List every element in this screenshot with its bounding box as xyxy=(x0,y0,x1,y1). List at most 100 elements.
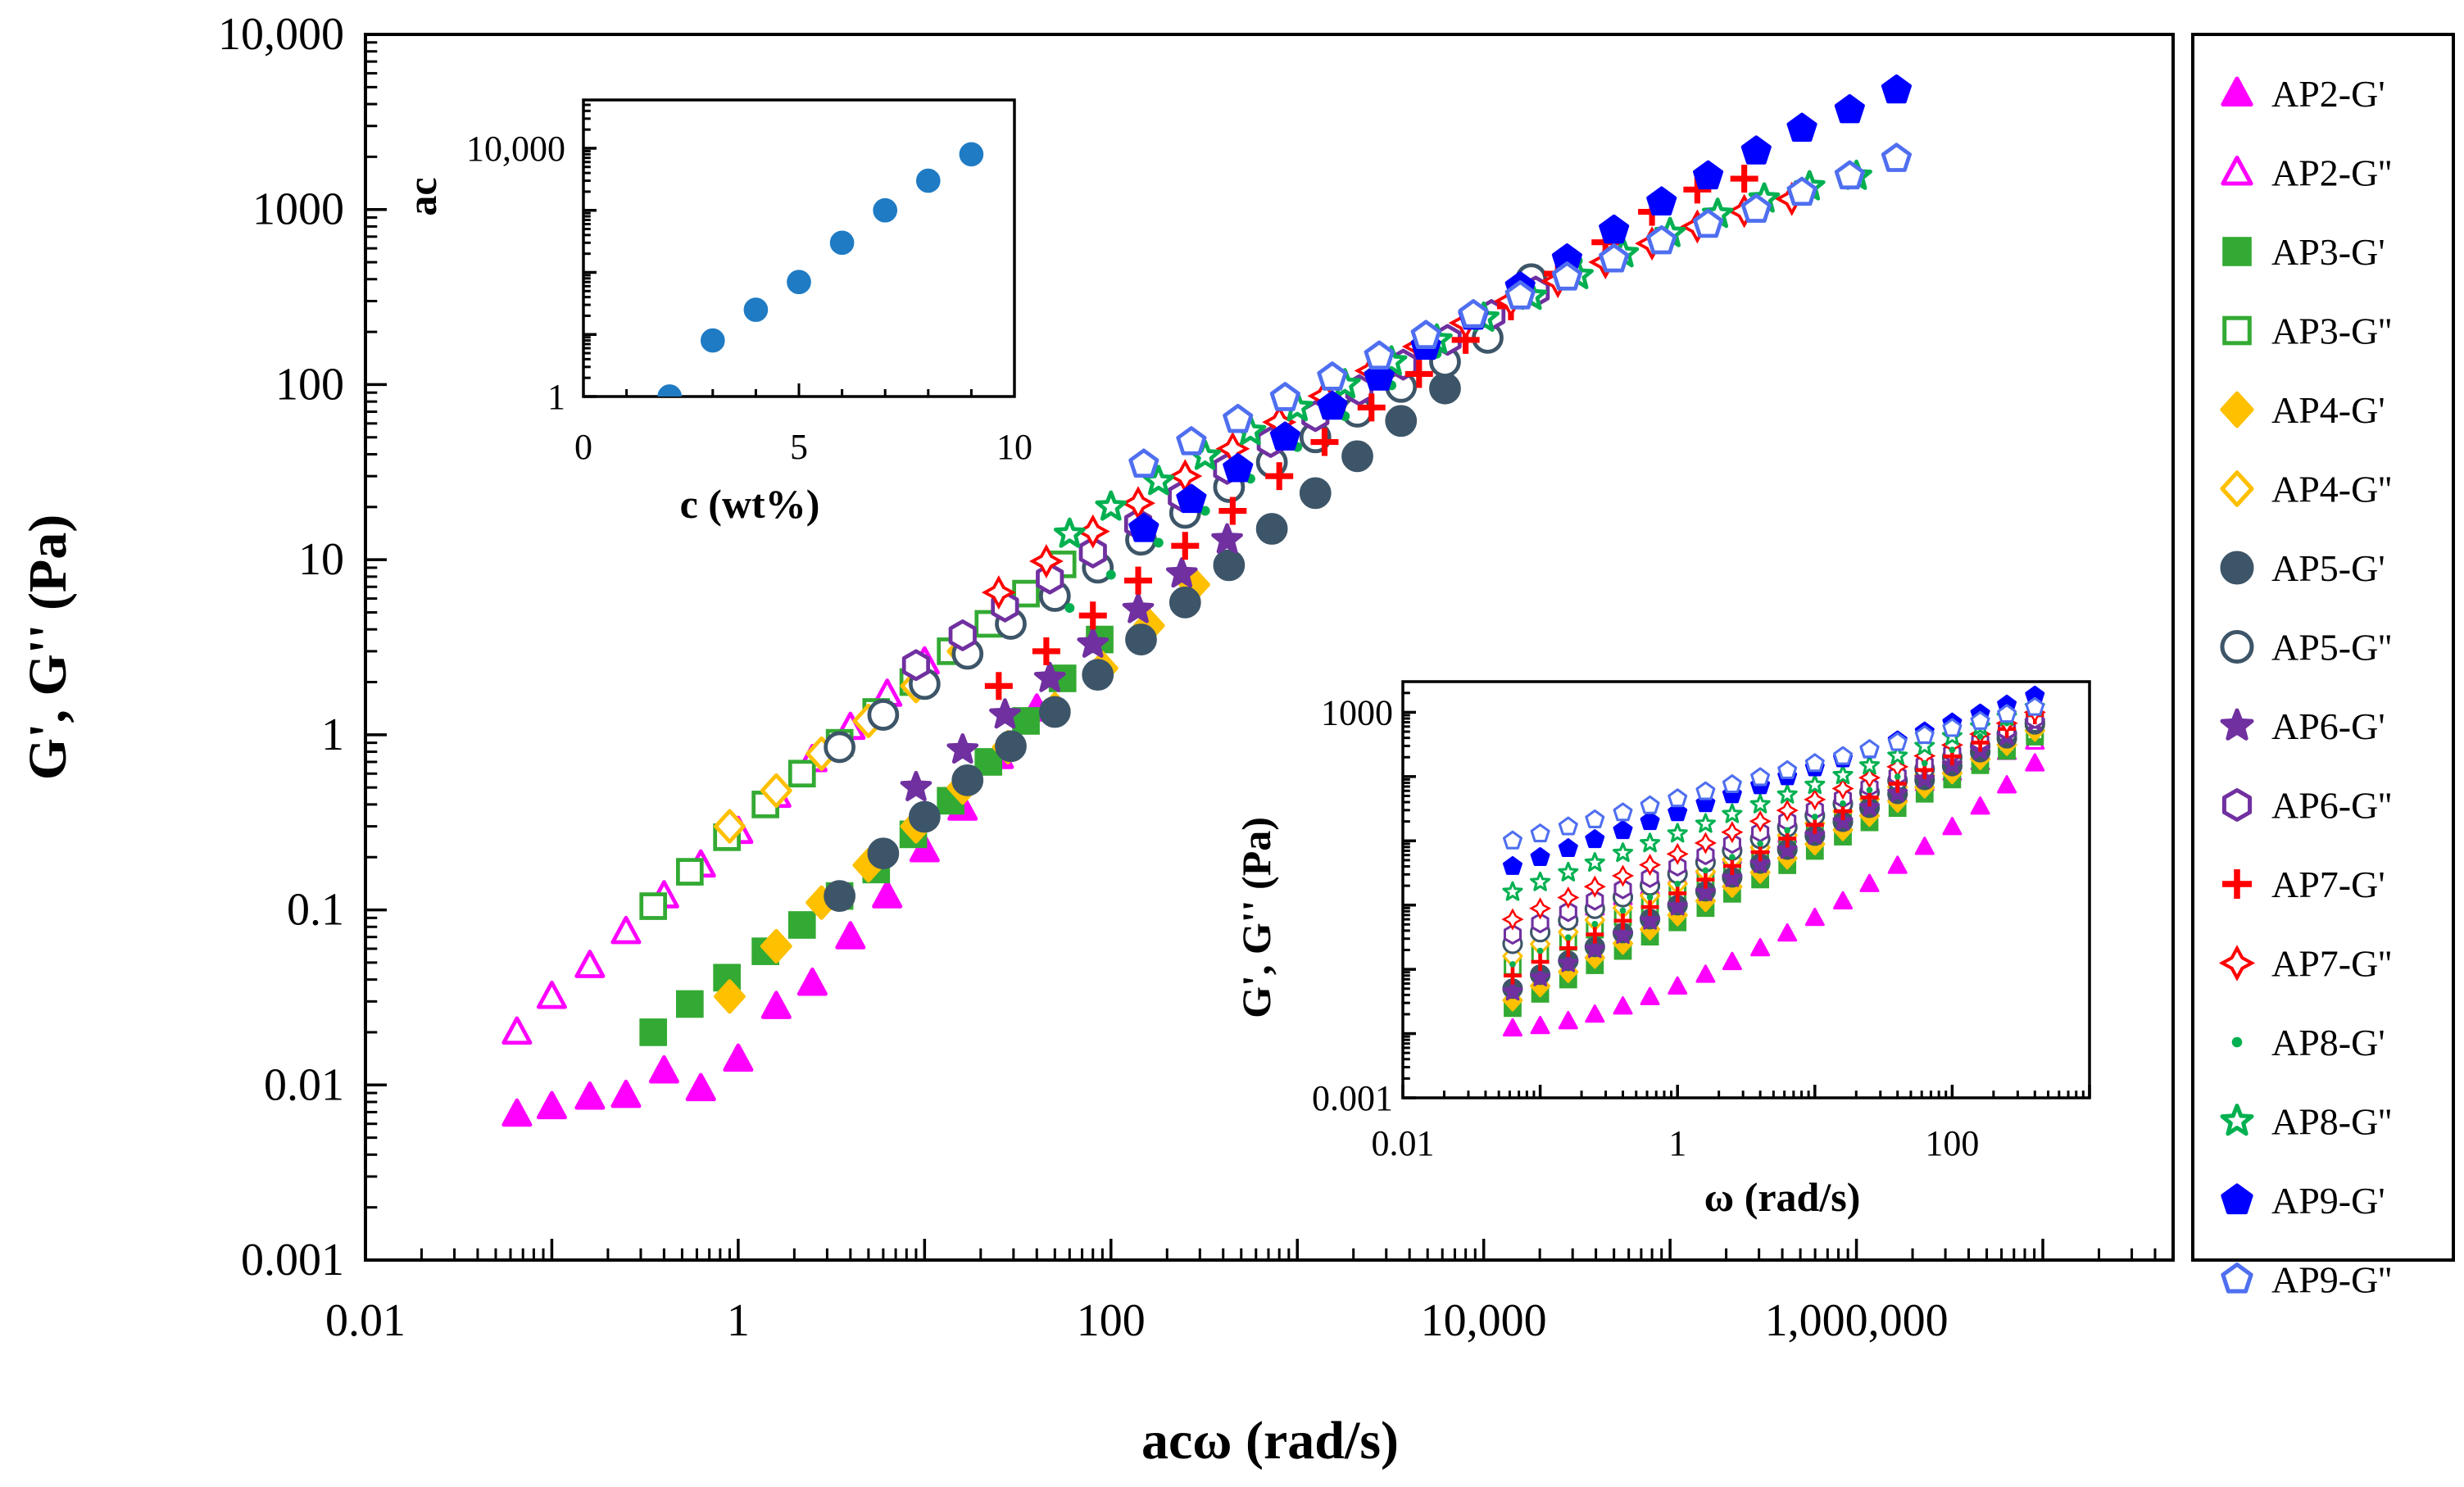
inset-data-point-ap7-g-gp xyxy=(1888,774,1907,793)
data-point-ap9-g-gpp xyxy=(1269,382,1300,411)
legend-marker-ap7-g-gp xyxy=(2222,869,2252,899)
inset-data-point-ap2-g-gp xyxy=(2025,753,2045,772)
data-point-ap4-g-gpp xyxy=(760,773,792,809)
inset-data-point-ap9-g-gpp xyxy=(1558,816,1578,836)
legend-marker-ap8-g-gp xyxy=(2231,1036,2243,1048)
inset-data-point-ap7-g-gpp xyxy=(1529,897,1552,920)
inset-data-point-ap6-g-gpp xyxy=(1696,844,1715,865)
data-point-ap2-g-gp xyxy=(796,967,828,996)
inset-data-point-ap8-g-gp xyxy=(1784,827,1791,834)
legend-label: AP4-G'' xyxy=(2271,469,2392,510)
inset-data-point-ap9-g-gpp xyxy=(1750,767,1771,787)
inset-data-point-ap8-g-gp xyxy=(1976,733,1984,740)
inset-data-point-ap9-g-gp xyxy=(1585,829,1605,849)
legend-item-ap7-g-gpp: AP7-G'' xyxy=(2218,943,2392,985)
inset-data-point-ap8-g-gp xyxy=(1646,894,1654,901)
inset-data-point-ap9-g-gpp xyxy=(1695,781,1716,800)
inset-data-point-ap9-g-gp xyxy=(1558,838,1578,858)
data-point-ap5-g-gp xyxy=(1341,440,1373,473)
inset-data-point-ap9-g-gpp xyxy=(1502,830,1522,850)
legend-label: AP9-G'' xyxy=(2271,1259,2392,1301)
inset-data-point-ap9-g-gpp xyxy=(2025,696,2045,716)
inset-data-point-ap6-g-gpp xyxy=(1668,855,1687,877)
inset-data-point-ap2-g-gp xyxy=(1668,976,1688,995)
legend-label: AP2-G'' xyxy=(2271,152,2392,194)
inset-data-point-ap7-g-gpp xyxy=(1858,766,1881,789)
inset-data-point-ap7-g-gp xyxy=(1668,884,1687,903)
inset-data-point-ap8-g-gpp xyxy=(1558,861,1579,882)
legend-label: AP8-G' xyxy=(2271,1022,2385,1063)
inset-omega-y-axis-label: G', G'' (Pa) xyxy=(1233,817,1279,1018)
inset-data-point-ap8-g-gpp xyxy=(1777,783,1798,804)
inset-data-point-ap7-g-gpp xyxy=(1666,842,1689,865)
legend-marker-ap2-g-gpp xyxy=(2221,155,2253,186)
inset-data-point-ap8-g-gpp xyxy=(1584,852,1605,872)
data-point-ap9-g-gp xyxy=(1269,421,1300,451)
inset-data-point-ap8-g-gpp xyxy=(1858,755,1881,775)
inset-data-point-ap8-g-gp xyxy=(1866,787,1873,794)
data-point-ap2-g-gp xyxy=(648,1054,679,1084)
inset-data-point-ap6-g-gpp xyxy=(1559,901,1577,923)
inset-data-point-ap7-g-gp xyxy=(1860,788,1879,807)
data-point-ap9-g-gpp xyxy=(1881,143,1912,172)
legend-item-ap4-g-gp: AP4-G' xyxy=(2220,389,2385,431)
data-point-ap9-g-gpp xyxy=(1458,299,1489,329)
legend-item-ap9-g-gp: AP9-G' xyxy=(2221,1180,2385,1222)
main-y-tick-label: 0.01 xyxy=(264,1059,344,1110)
inset-ac-x-axis-label: c (wt%) xyxy=(680,481,820,527)
legend-item-ap2-g-gpp: AP2-G'' xyxy=(2221,152,2392,194)
main-y-tick-label: 1000 xyxy=(252,184,344,235)
inset-omega-series-ap8-g-gp xyxy=(1509,706,2039,968)
inset-data-point-ap8-g-gp xyxy=(1619,907,1627,914)
data-point-ac xyxy=(700,328,725,353)
inset-data-point-ap6-g-gp xyxy=(1722,867,1743,887)
data-point-ac xyxy=(959,142,984,167)
inset-data-point-ap7-g-gp xyxy=(1834,802,1853,821)
data-point-ap5-g-gp xyxy=(1038,696,1071,728)
inset-data-point-ap2-g-gp xyxy=(1914,836,1935,855)
inset-data-point-ap8-g-gpp xyxy=(1804,774,1826,795)
legend-label: AP7-G'' xyxy=(2271,943,2392,985)
data-point-ap3-g-gpp xyxy=(639,892,668,920)
main-y-tick-label: 0.1 xyxy=(287,885,344,936)
inset-data-point-ap7-g-gp xyxy=(1805,815,1824,834)
inset-data-point-ap6-g-gpp xyxy=(1613,878,1632,900)
data-point-ap2-g-gp xyxy=(501,1098,533,1127)
inset-data-point-ap7-g-gp xyxy=(1751,843,1770,862)
data-point-ap9-g-gp xyxy=(1786,112,1817,143)
inset-data-point-ap7-g-gpp xyxy=(1721,821,1744,844)
inset-data-point-ap8-g-gpp xyxy=(1695,813,1716,833)
inset-data-point-ap6-g-gpp xyxy=(1586,890,1604,911)
inset-data-point-ap9-g-gpp xyxy=(1859,739,1880,759)
inset-data-point-ap6-g-gp xyxy=(1832,810,1854,831)
data-point-ap7-g-gpp xyxy=(1075,514,1110,549)
inset-data-point-ap7-g-gp xyxy=(1722,856,1741,875)
legend-marker-ap9-g-gpp xyxy=(2221,1262,2253,1294)
inset-data-point-ap2-g-gp xyxy=(1804,907,1825,927)
inset-data-point-ap9-g-gp xyxy=(1502,855,1522,875)
data-point-ap9-g-gpp xyxy=(1740,193,1772,223)
legend-marker-ap5-g-gp xyxy=(2220,551,2254,585)
data-point-ap9-g-gpp xyxy=(1410,320,1441,349)
inset-data-point-ap9-g-gpp xyxy=(1833,746,1854,765)
main-axes: 0.01 1 100 10,000 1,000,0000.0010.010.111010… xyxy=(218,9,2175,1346)
inset-data-point-ap6-g-gp xyxy=(1584,938,1605,959)
data-point-ap2-g-gpp xyxy=(610,915,642,945)
legend-marker-ap2-g-gp xyxy=(2221,76,2253,107)
data-point-ap9-g-gp xyxy=(1646,186,1677,216)
data-point-ap9-g-gp xyxy=(1176,483,1207,514)
inset-data-point-ap2-g-gp xyxy=(1887,855,1908,874)
legend-marker-ap4-g-gp xyxy=(2220,391,2254,428)
inset-ac-x-tick-label: 5 xyxy=(790,427,808,467)
data-point-ac xyxy=(787,270,811,295)
data-point-ap5-g-gp xyxy=(867,837,900,870)
legend-marker-ap7-g-gpp xyxy=(2218,945,2256,982)
inset-ac-data-points xyxy=(657,142,984,397)
data-point-ap8-g-gp xyxy=(1064,603,1075,614)
legend-marker-ap4-g-gpp xyxy=(2220,470,2254,507)
data-point-ap5-g-gp xyxy=(1168,586,1201,619)
data-point-ap2-g-gp xyxy=(685,1072,716,1102)
data-point-ap7-g-gp xyxy=(1124,566,1153,595)
series-ap9-g-gpp xyxy=(1128,143,1912,478)
